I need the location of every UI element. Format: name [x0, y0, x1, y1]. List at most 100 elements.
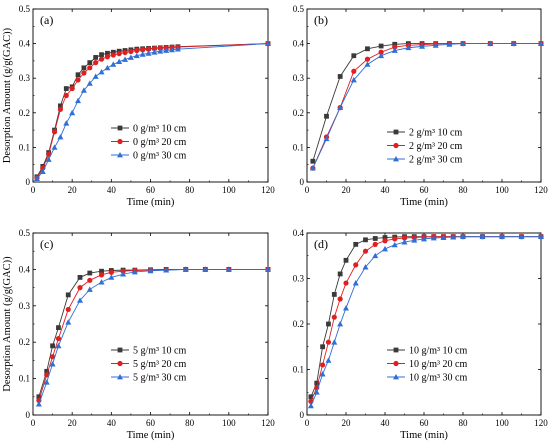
data-point	[331, 314, 337, 320]
y-tick-label: 0.5	[19, 228, 31, 238]
data-point	[63, 86, 69, 91]
data-point	[382, 235, 388, 240]
legend-marker	[117, 138, 123, 145]
data-point	[364, 56, 371, 62]
data-point	[77, 275, 83, 280]
legend-label: 10 g/m³ 30 cm	[409, 373, 467, 384]
data-point	[401, 239, 408, 245]
data-point	[65, 306, 71, 313]
x-tick-label: 120	[534, 185, 548, 195]
data-point	[324, 113, 329, 119]
x-tick-label: 20	[342, 418, 352, 428]
data-point	[108, 274, 115, 280]
series-2	[307, 233, 544, 409]
y-tick-label: 0.5	[19, 4, 31, 14]
legend-marker	[117, 360, 123, 367]
legend-label: 5 g/m³ 30 cm	[133, 373, 186, 384]
legend-label: 10 g/m³ 10 cm	[409, 346, 467, 357]
x-axis-label: Time (min)	[127, 197, 175, 208]
data-point	[460, 233, 466, 240]
data-point	[104, 54, 111, 60]
legend: 2 g/m³ 10 cm 2 g/m³ 20 cm 2 g/m³ 30 cm	[387, 128, 462, 166]
panel-label: (d)	[314, 237, 328, 251]
data-point	[421, 235, 427, 242]
data-point	[169, 46, 176, 53]
legend: 5 g/m³ 10 cm 5 g/m³ 20 cm 5 g/m³ 30 cm	[111, 346, 186, 384]
series-2	[33, 40, 271, 181]
data-point	[343, 280, 349, 286]
x-tick-label: 120	[261, 185, 275, 195]
data-point	[365, 46, 370, 52]
x-tick-label: 0	[305, 418, 310, 428]
legend-marker	[393, 156, 399, 162]
data-point	[382, 245, 388, 252]
data-point	[110, 52, 116, 58]
data-point	[326, 321, 331, 327]
data-point	[43, 379, 50, 385]
data-point	[337, 296, 343, 302]
data-point	[265, 266, 271, 272]
panel-d: 0 20 40 60 80 100 120 0 0.1 0.2 0.3 0.4 Time (min) (d…	[293, 228, 549, 441]
x-tick-label: 100	[495, 418, 509, 428]
data-point	[350, 76, 357, 83]
data-point	[140, 47, 146, 53]
x-tick-label: 100	[222, 185, 236, 195]
data-point	[320, 344, 325, 350]
data-point	[372, 241, 378, 247]
legend-label: 5 g/m³ 10 cm	[133, 346, 186, 357]
data-point	[116, 58, 123, 64]
data-point	[57, 134, 64, 140]
x-axis-label: Time (min)	[400, 430, 448, 441]
y-tick-label: 0.3	[293, 73, 305, 83]
legend-label: 0 g/m³ 30 cm	[133, 151, 186, 162]
data-point	[411, 237, 418, 243]
data-point	[430, 235, 437, 241]
y-tick-label: 0.1	[19, 142, 30, 152]
data-point	[364, 61, 371, 67]
data-point	[392, 41, 398, 47]
data-point	[337, 74, 343, 79]
data-point	[145, 46, 152, 52]
x-tick-label: 80	[459, 418, 469, 428]
data-point	[351, 68, 357, 74]
data-point	[108, 269, 114, 275]
data-point	[378, 43, 384, 49]
data-point	[378, 52, 385, 59]
data-point	[104, 64, 111, 71]
y-tick-label: 0	[300, 177, 305, 187]
x-tick-label: 80	[185, 185, 195, 195]
data-point	[331, 292, 337, 297]
data-point	[81, 65, 87, 71]
series-2	[35, 266, 271, 407]
data-point	[44, 372, 50, 378]
panel-b: 0 20 40 60 80 100 120 0 0.1 0.2 0.3 0.4 0.5 Time (min…	[293, 4, 549, 208]
y-axis-label: Desorption Amount (g/g(GAC))	[2, 27, 13, 163]
data-point	[405, 44, 412, 51]
data-point	[382, 238, 388, 244]
series-line	[38, 268, 268, 405]
data-point	[58, 103, 63, 109]
x-tick-label: 100	[222, 418, 236, 428]
data-point	[98, 56, 105, 62]
data-point	[86, 286, 93, 292]
data-point	[163, 47, 170, 53]
x-tick-label: 0	[31, 185, 36, 195]
data-point	[309, 165, 316, 171]
data-point	[202, 266, 209, 272]
y-tick-label: 0.3	[19, 301, 31, 311]
data-point	[174, 46, 181, 52]
x-tick-label: 60	[146, 418, 156, 428]
data-point	[391, 47, 398, 53]
data-point	[147, 267, 154, 274]
data-point	[378, 49, 384, 55]
data-point	[362, 248, 369, 254]
data-point	[50, 343, 55, 349]
data-point	[351, 53, 357, 59]
data-point	[87, 270, 93, 276]
plot-frame	[306, 232, 542, 416]
data-point	[182, 266, 189, 272]
data-point	[151, 45, 158, 52]
data-point	[65, 319, 72, 325]
data-point	[446, 41, 453, 47]
panel-c: 0 20 40 60 80 100 120 0 0.1 0.2 0.3 0.4 0.5 Time (min…	[2, 228, 275, 441]
